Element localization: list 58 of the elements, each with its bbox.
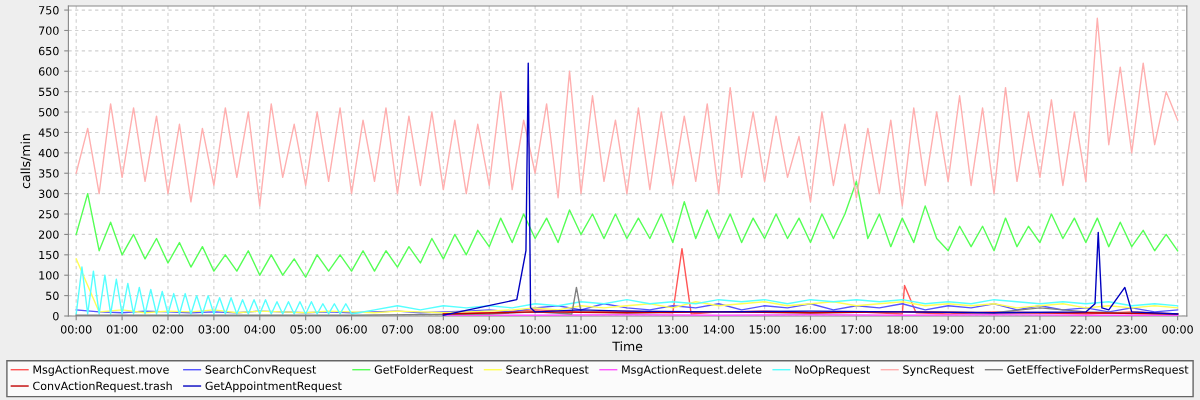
x-tick-label: 08:00 xyxy=(428,325,459,334)
x-tick-label: 14:00 xyxy=(703,325,734,334)
x-tick-label: 13:00 xyxy=(658,325,689,334)
y-tick-label: 100 xyxy=(39,271,59,280)
y-tick-label: 650 xyxy=(38,46,59,56)
x-tick-label: 22:00 xyxy=(1070,325,1102,334)
y-tick-label: 750 xyxy=(39,6,59,15)
x-tick-label: 10:00 xyxy=(520,325,551,334)
legend-label: NoOpRequest xyxy=(795,365,870,376)
y-tick-label: 600 xyxy=(38,67,59,76)
x-tick-label: 17:00 xyxy=(841,325,872,334)
x-tick-label: 07:00 xyxy=(382,325,413,334)
y-tick-label: 50 xyxy=(46,291,59,300)
x-tick-label: 12:00 xyxy=(612,325,643,334)
legend-label: SearchRequest xyxy=(506,365,589,376)
y-tick-label: 150 xyxy=(39,250,59,260)
line-series xyxy=(75,180,1179,278)
line-series xyxy=(442,62,1179,316)
x-tick-label: 01:00 xyxy=(106,325,138,334)
legend-label: SyncRequest xyxy=(903,365,975,376)
legend-label: GetEffectiveFolderPermsRequest xyxy=(1007,365,1189,376)
x-tick-label: 16:00 xyxy=(795,325,826,334)
legend-label: ConvActionRequest.trash xyxy=(33,381,172,393)
y-tick-label: 250 xyxy=(38,210,59,219)
x-tick-label: 20:00 xyxy=(978,325,1010,334)
x-tick-label: 05:00 xyxy=(290,325,321,334)
y-tick-label: 450 xyxy=(38,128,59,137)
y-tick-label: 700 xyxy=(39,26,59,35)
legend-label: MsgActionRequest.delete xyxy=(622,365,762,376)
legend-label: SearchConvRequest xyxy=(205,365,317,376)
x-tick-label: 11:00 xyxy=(566,325,597,334)
legend-label: MsgActionRequest.move xyxy=(33,365,169,376)
line-series xyxy=(75,258,1179,314)
y-tick-label: 400 xyxy=(38,148,59,158)
y-tick-label: 500 xyxy=(39,108,59,117)
x-tick-label: 18:00 xyxy=(887,325,918,334)
x-tick-label: 09:00 xyxy=(473,325,505,334)
y-tick-label: 350 xyxy=(39,169,59,178)
x-tick-label: 06:00 xyxy=(336,325,367,334)
x-tick-label: 19:00 xyxy=(933,325,964,334)
x-tick-label: 02:00 xyxy=(152,325,184,334)
line-series xyxy=(75,266,1179,315)
line-series xyxy=(75,17,1179,207)
y-tick-label: 200 xyxy=(38,230,59,239)
y-tick-label: 0 xyxy=(53,311,59,321)
x-tick-label: 03:00 xyxy=(198,325,230,334)
x-tick-label: 15:00 xyxy=(749,325,780,334)
y-axis-title: calls/min xyxy=(20,134,32,189)
x-tick-label: 21:00 xyxy=(1024,325,1056,334)
legend-label: GetAppointmentRequest xyxy=(205,381,342,393)
x-tick-label: 04:00 xyxy=(244,325,276,334)
x-tick-label: 23:00 xyxy=(1116,325,1147,334)
y-tick-label: 300 xyxy=(39,189,59,199)
x-tick-label: 00:00 xyxy=(1162,325,1193,334)
legend-label: GetFolderRequest xyxy=(374,365,474,376)
y-tick-label: 550 xyxy=(39,87,59,97)
x-tick-label: 00:00 xyxy=(60,325,92,334)
x-axis-title: Time xyxy=(612,341,643,352)
